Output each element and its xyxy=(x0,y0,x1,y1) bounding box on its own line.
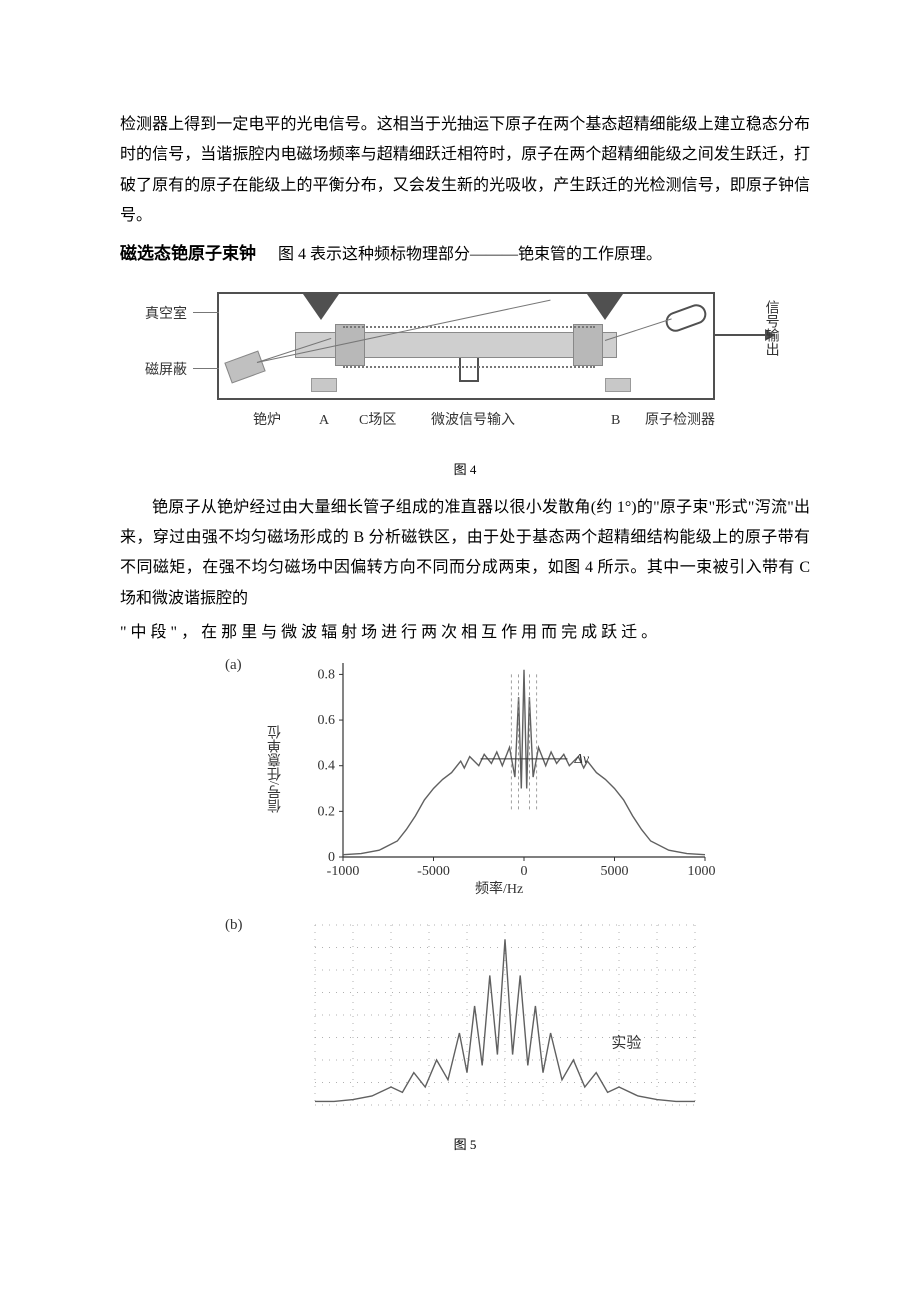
figure-5-caption: 图 5 xyxy=(120,1133,810,1158)
paragraph-body-b: "中段"，在那里与微波辐射场进行两次相互作用而完成跃迁。 xyxy=(120,618,810,648)
label-shield: 磁屏蔽 xyxy=(145,358,187,385)
label-cfield: C场区 xyxy=(359,408,396,435)
svg-text:0.2: 0.2 xyxy=(318,804,336,819)
svg-text:-5000: -5000 xyxy=(417,864,450,879)
svg-text:-1000: -1000 xyxy=(327,864,360,879)
label-detector: 原子检测器 xyxy=(645,408,715,435)
chart-5a-svg: 00.20.40.60.8-1000-50000500010000Δν xyxy=(295,655,715,885)
section-title: 磁选态铯原子束钟 xyxy=(120,244,256,263)
paragraph-intro: 检测器上得到一定电平的光电信号。这相当于光抽运下原子在两个基态超精细能级上建立稳… xyxy=(120,110,810,232)
ylabel: 信号/任意单位 xyxy=(263,725,290,813)
dotted-trajectory xyxy=(343,366,595,368)
panel-a-label: (a) xyxy=(225,651,242,680)
label-a: A xyxy=(319,408,329,435)
svg-text:Δν: Δν xyxy=(574,751,590,766)
leader-line xyxy=(193,312,219,313)
magnet-b-base xyxy=(605,378,631,392)
svg-text:5000: 5000 xyxy=(601,864,629,879)
svg-text:0: 0 xyxy=(328,850,335,865)
svg-text:0.4: 0.4 xyxy=(318,758,336,773)
leader-line xyxy=(193,368,219,369)
panel-b-label: (b) xyxy=(225,911,243,940)
label-b: B xyxy=(611,408,620,435)
magnet-a-pole xyxy=(303,294,339,320)
microwave-port xyxy=(459,358,479,382)
svg-text:0.8: 0.8 xyxy=(318,667,336,682)
figure-4: 真空室 磁屏蔽 铯炉 A C场区 微波信号输入 B 原子检测器 信号输出 xyxy=(145,280,785,450)
label-vacuum: 真空室 xyxy=(145,302,187,329)
label-signal-out: 信号输出 xyxy=(757,300,784,356)
magnet-b-pole xyxy=(587,294,623,320)
svg-text:0.6: 0.6 xyxy=(318,713,336,728)
section-subtitle: 图 4 表示这种频标物理部分———铯束管的工作原理。 xyxy=(278,246,662,263)
dotted-trajectory xyxy=(343,326,595,328)
svg-text:10000: 10000 xyxy=(688,864,716,879)
figure-4-caption: 图 4 xyxy=(120,458,810,483)
cavity-b xyxy=(573,324,603,366)
figure-5b: (b) 实验 xyxy=(295,915,715,1125)
chart-5b-svg: 实验 xyxy=(295,915,715,1115)
section-heading-line: 磁选态铯原子束钟 图 4 表示这种频标物理部分———铯束管的工作原理。 xyxy=(120,238,810,270)
figure-5a: (a) 信号/任意单位 00.20.40.60.8-1000-500005000… xyxy=(295,655,715,905)
label-microwave-in: 微波信号输入 xyxy=(431,408,515,435)
figure-5: (a) 信号/任意单位 00.20.40.60.8-1000-500005000… xyxy=(205,655,725,1125)
magnet-a-base xyxy=(311,378,337,392)
paragraph-body-a: 铯原子从铯炉经过由大量细长管子组成的准直器以很小发散角(约 1°)的"原子束"形… xyxy=(120,493,810,615)
label-oven: 铯炉 xyxy=(253,408,281,435)
svg-text:实验: 实验 xyxy=(611,1034,641,1051)
xlabel: 频率/Hz xyxy=(475,877,523,904)
